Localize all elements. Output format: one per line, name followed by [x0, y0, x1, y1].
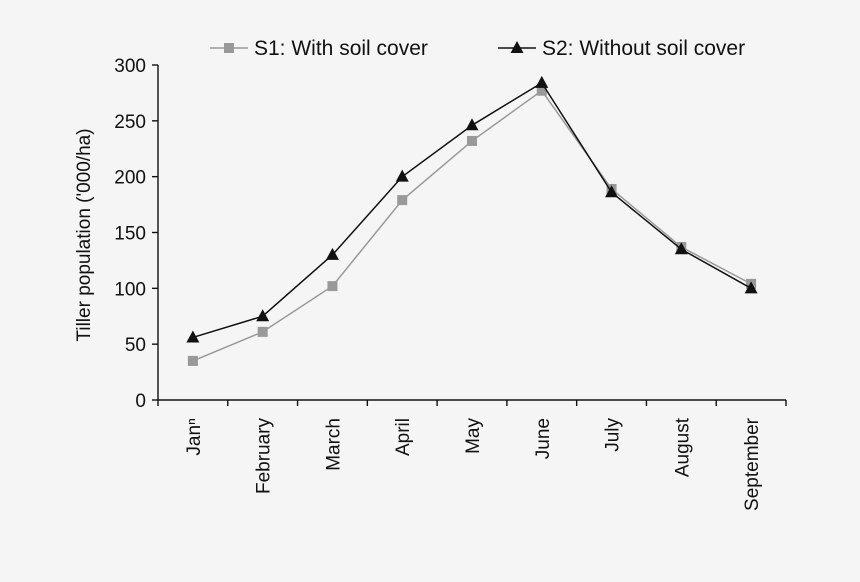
series-2-point — [605, 185, 619, 198]
legend-marker — [224, 43, 234, 53]
y-tick-label: 200 — [114, 168, 146, 189]
x-tick-label: March — [323, 418, 344, 471]
series-2-point — [256, 309, 270, 322]
x-tick-label: February — [254, 418, 275, 495]
y-tick-label: 50 — [125, 335, 146, 356]
series-1-point — [327, 281, 338, 292]
y-tick-label: 0 — [135, 391, 146, 412]
legend-item-1: S1: With soil cover — [210, 37, 428, 60]
legend-label: S1: With soil cover — [254, 37, 428, 60]
series-2-point — [535, 75, 549, 88]
y-tick-label: 150 — [114, 224, 146, 245]
legend: S1: With soil cover S2: Without soil cove… — [210, 37, 745, 60]
legend-item-2: S2: Without soil cover — [498, 37, 745, 60]
x-tick-label: April — [393, 418, 414, 456]
series-1-point — [257, 326, 268, 337]
y-tick-label: 300 — [114, 56, 146, 77]
series-2-point — [465, 118, 479, 131]
x-tick-label: Janⁿ — [184, 418, 205, 456]
series-layer — [186, 75, 758, 366]
series-2-point — [395, 169, 409, 182]
y-tick-label: 100 — [114, 279, 146, 300]
series-2-point — [325, 247, 339, 260]
x-tick-label: June — [533, 418, 554, 459]
series-1-line — [192, 89, 752, 362]
y-axis-title: Tiller population ('000/ha) — [74, 128, 95, 341]
legend-marker — [510, 41, 524, 53]
x-tick-label: July — [603, 418, 624, 452]
x-tick-label: August — [672, 417, 693, 477]
series-1-point — [397, 195, 408, 206]
x-tick-label: September — [742, 417, 763, 511]
series-1-point — [536, 85, 547, 96]
x-tick-label: May — [463, 418, 484, 454]
legend-label: S2: Without soil cover — [542, 37, 745, 60]
series-2-point — [744, 281, 758, 294]
axes: 0 50 100 150 200 250 300 Janⁿ February March April… — [114, 56, 787, 511]
series-2-point — [186, 330, 200, 343]
series-1-point — [187, 355, 198, 366]
series-1-point — [467, 135, 477, 146]
series-2-point — [674, 242, 688, 255]
series-2 — [186, 75, 758, 343]
y-tick-label: 250 — [114, 112, 146, 133]
